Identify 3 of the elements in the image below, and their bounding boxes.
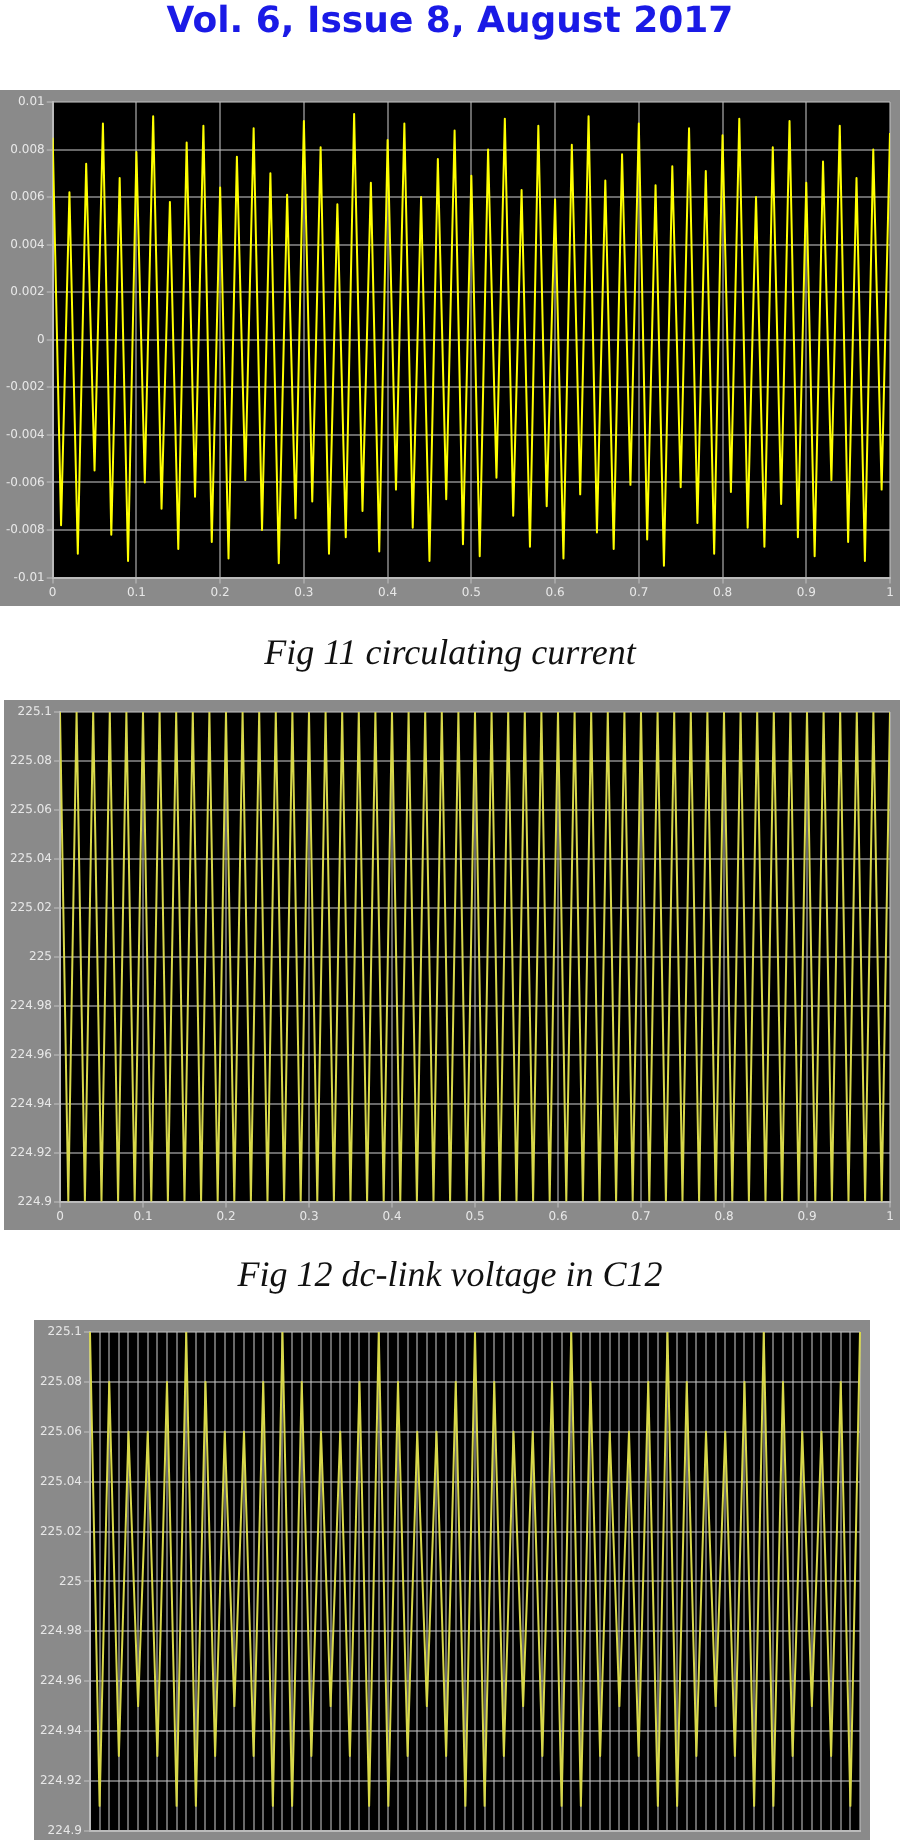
text: Fig 11 circulating current bbox=[262, 630, 639, 676]
text: Fig 12 dc-link voltage in C12 bbox=[235, 1252, 665, 1298]
text: Vol. 6, Issue 8, August 2017 bbox=[164, 0, 736, 46]
